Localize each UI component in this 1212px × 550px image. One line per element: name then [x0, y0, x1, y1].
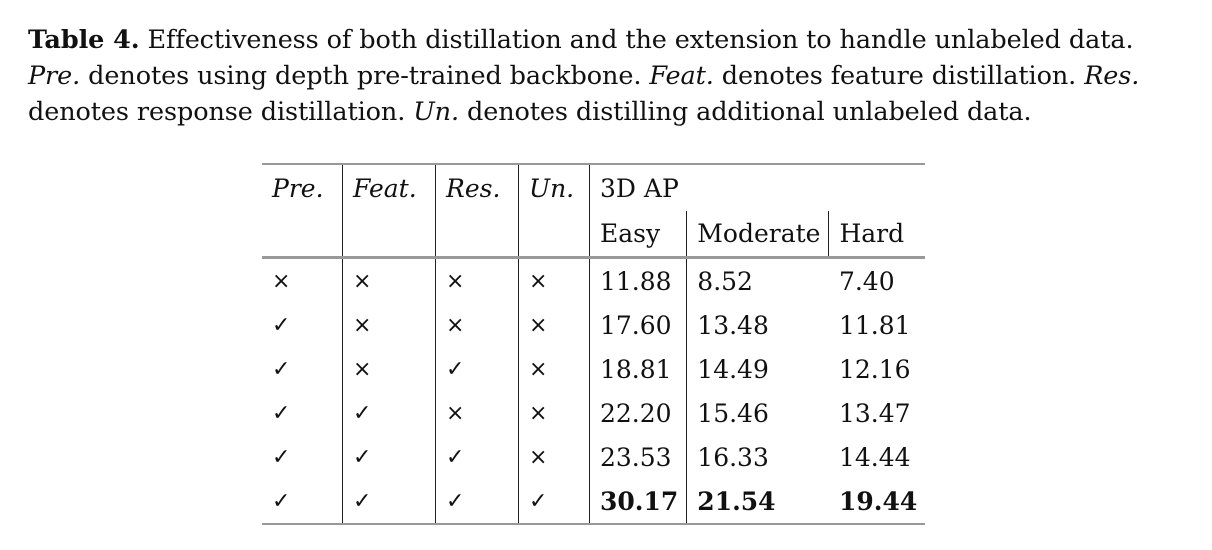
cell-pre: ✓: [262, 303, 343, 347]
cell-easy: 22.20: [589, 391, 688, 435]
header-hard: Hard: [828, 211, 926, 259]
cell-moderate: 15.46: [697, 398, 769, 428]
header-easy: Easy: [589, 211, 688, 259]
caption-sentence: Effectiveness of both distillation and t…: [139, 25, 1134, 55]
cell-un: ✓: [518, 479, 590, 525]
cell-hard: 12.16: [838, 354, 911, 384]
cell-pre: ×: [262, 257, 343, 303]
header-pre: Pre.: [262, 163, 343, 211]
cell-un: ×: [518, 347, 590, 391]
table-row: × × × × 11.88 8.52 7.40: [262, 257, 925, 303]
caption-label: Table 4.: [28, 25, 140, 55]
cell-hard: 7.40: [838, 266, 895, 296]
cell-un: ×: [518, 391, 590, 435]
cell-feat: ✓: [342, 435, 436, 479]
header-3d-ap-label: 3D AP: [600, 173, 679, 203]
cell-un: ×: [518, 303, 590, 347]
table-row: ✓ ✓ ✓ × 23.53 16.33 14.44: [262, 435, 925, 479]
cell-hard: 13.47: [838, 398, 911, 428]
results-table: Pre. Feat. Res. Un. 3D AP Easy Moderate …: [262, 163, 926, 525]
cell-easy: 18.81: [589, 347, 688, 391]
caption-un-desc: denotes distilling additional unlabeled …: [458, 97, 1032, 127]
cell-hard: 11.81: [838, 310, 911, 340]
table-row: ✓ × × × 17.60 13.48 11.81: [262, 303, 925, 347]
cell-feat: ×: [342, 303, 436, 347]
caption-feat-term: Feat.: [649, 61, 714, 91]
cell-res: ×: [435, 303, 519, 347]
header-spacer: [262, 211, 343, 259]
header-feat: Feat.: [342, 163, 436, 211]
header-un: Un.: [518, 163, 590, 211]
header-3d-ap: 3D AP: [589, 163, 926, 211]
cell-res: ✓: [435, 347, 519, 391]
table-row: ✓ ✓ × × 22.20 15.46 13.47: [262, 391, 925, 435]
cell-moderate: 14.49: [697, 354, 769, 384]
cell-pre: ✓: [262, 347, 343, 391]
caption-res-term: Res.: [1084, 61, 1140, 91]
table-body: × × × × 11.88 8.52 7.40 ✓ × × × 17.60 13.48 11.81 ✓ × ✓ ×…: [262, 257, 926, 525]
table-caption: Table 4. Effectiveness of both distillat…: [28, 22, 1188, 130]
cell-res: ✓: [435, 479, 519, 525]
caption-feat-desc: denotes feature distillation.: [713, 61, 1085, 91]
cell-un: ×: [518, 435, 590, 479]
cell-moderate: 21.54: [686, 479, 829, 525]
header-spacer: [518, 211, 590, 259]
caption-pre-desc: denotes using depth pre-trained backbone…: [80, 61, 650, 91]
table-row: ✓ ✓ ✓ ✓ 30.17 21.54 19.44: [262, 479, 926, 525]
table-row: ✓ × ✓ × 18.81 14.49 12.16: [262, 347, 925, 391]
caption-pre-term: Pre.: [28, 61, 81, 91]
cell-pre: ✓: [262, 391, 343, 435]
cell-res: ×: [435, 257, 519, 303]
cell-moderate: 16.33: [697, 442, 769, 472]
cell-feat: ×: [342, 257, 436, 303]
cell-res: ×: [435, 391, 519, 435]
cell-feat: ✓: [342, 391, 436, 435]
caption-un-term: Un.: [413, 97, 459, 127]
header-row-1: Pre. Feat. Res. Un. 3D AP: [262, 163, 926, 211]
cell-easy: 17.60: [589, 303, 688, 347]
cell-easy: 11.88: [589, 257, 688, 303]
cell-pre: ✓: [262, 479, 343, 525]
header-spacer: [435, 211, 519, 259]
cell-moderate: 13.48: [697, 310, 769, 340]
cell-feat: ✓: [342, 479, 436, 525]
cell-pre: ✓: [262, 435, 343, 479]
cell-easy: 30.17: [589, 479, 688, 525]
cell-hard: 19.44: [828, 479, 926, 525]
cell-res: ✓: [435, 435, 519, 479]
header-res: Res.: [435, 163, 519, 211]
header-spacer: [342, 211, 436, 259]
cell-feat: ×: [342, 347, 436, 391]
cell-moderate: 8.52: [697, 266, 753, 296]
cell-hard: 14.44: [838, 442, 911, 472]
caption-res-desc: denotes response distillation.: [28, 97, 414, 127]
header-row-2: Easy Moderate Hard: [262, 211, 926, 259]
header-moderate: Moderate: [686, 211, 830, 259]
cell-easy: 23.53: [589, 435, 688, 479]
cell-un: ×: [518, 257, 590, 303]
